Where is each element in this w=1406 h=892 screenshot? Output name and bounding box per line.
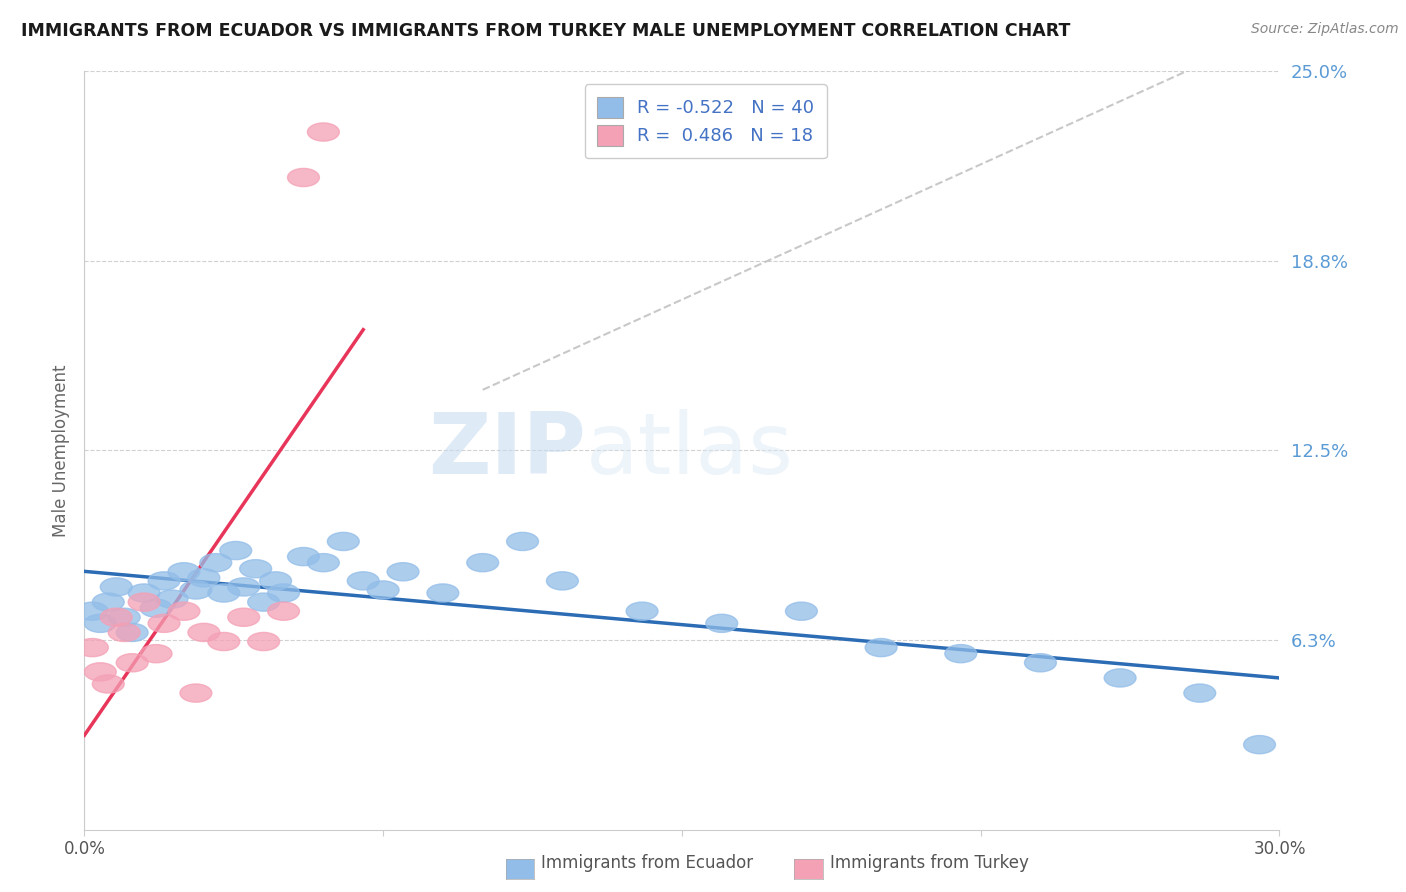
Ellipse shape — [76, 639, 108, 657]
Ellipse shape — [1244, 736, 1275, 754]
Ellipse shape — [117, 624, 148, 641]
Ellipse shape — [308, 123, 339, 141]
Ellipse shape — [128, 593, 160, 611]
Ellipse shape — [84, 615, 117, 632]
Ellipse shape — [148, 615, 180, 632]
Ellipse shape — [169, 602, 200, 620]
Ellipse shape — [1025, 654, 1056, 672]
Ellipse shape — [219, 541, 252, 559]
Ellipse shape — [208, 584, 240, 602]
Ellipse shape — [84, 663, 117, 681]
Ellipse shape — [506, 533, 538, 550]
Ellipse shape — [100, 608, 132, 626]
Ellipse shape — [188, 624, 219, 641]
Ellipse shape — [188, 569, 219, 587]
Ellipse shape — [240, 559, 271, 578]
Legend: R = -0.522   N = 40, R =  0.486   N = 18: R = -0.522 N = 40, R = 0.486 N = 18 — [585, 84, 827, 159]
Text: atlas: atlas — [586, 409, 794, 492]
Ellipse shape — [148, 572, 180, 590]
Ellipse shape — [228, 608, 260, 626]
Ellipse shape — [108, 624, 141, 641]
Ellipse shape — [547, 572, 578, 590]
Ellipse shape — [76, 602, 108, 620]
Ellipse shape — [100, 578, 132, 596]
Ellipse shape — [367, 581, 399, 599]
Ellipse shape — [156, 590, 188, 608]
Ellipse shape — [267, 602, 299, 620]
Ellipse shape — [260, 572, 291, 590]
Ellipse shape — [308, 554, 339, 572]
Text: Immigrants from Ecuador: Immigrants from Ecuador — [541, 855, 754, 872]
Ellipse shape — [247, 632, 280, 650]
Ellipse shape — [169, 563, 200, 581]
Ellipse shape — [1184, 684, 1216, 702]
Ellipse shape — [626, 602, 658, 620]
Ellipse shape — [208, 632, 240, 650]
Y-axis label: Male Unemployment: Male Unemployment — [52, 364, 70, 537]
Ellipse shape — [117, 654, 148, 672]
Ellipse shape — [128, 584, 160, 602]
Ellipse shape — [945, 645, 977, 663]
Ellipse shape — [427, 584, 458, 602]
Ellipse shape — [93, 593, 124, 611]
Ellipse shape — [180, 684, 212, 702]
Ellipse shape — [288, 169, 319, 186]
Ellipse shape — [706, 615, 738, 632]
Ellipse shape — [288, 548, 319, 566]
Ellipse shape — [200, 554, 232, 572]
Ellipse shape — [93, 675, 124, 693]
Ellipse shape — [467, 554, 499, 572]
Ellipse shape — [786, 602, 817, 620]
Text: ZIP: ZIP — [429, 409, 586, 492]
Ellipse shape — [247, 593, 280, 611]
Ellipse shape — [180, 581, 212, 599]
Ellipse shape — [228, 578, 260, 596]
Text: Source: ZipAtlas.com: Source: ZipAtlas.com — [1251, 22, 1399, 37]
Ellipse shape — [387, 563, 419, 581]
Text: IMMIGRANTS FROM ECUADOR VS IMMIGRANTS FROM TURKEY MALE UNEMPLOYMENT CORRELATION : IMMIGRANTS FROM ECUADOR VS IMMIGRANTS FR… — [21, 22, 1070, 40]
Ellipse shape — [328, 533, 360, 550]
Ellipse shape — [108, 608, 141, 626]
Ellipse shape — [267, 584, 299, 602]
Text: Immigrants from Turkey: Immigrants from Turkey — [830, 855, 1028, 872]
Ellipse shape — [141, 645, 172, 663]
Ellipse shape — [141, 599, 172, 617]
Ellipse shape — [865, 639, 897, 657]
Ellipse shape — [1104, 669, 1136, 687]
Ellipse shape — [347, 572, 380, 590]
